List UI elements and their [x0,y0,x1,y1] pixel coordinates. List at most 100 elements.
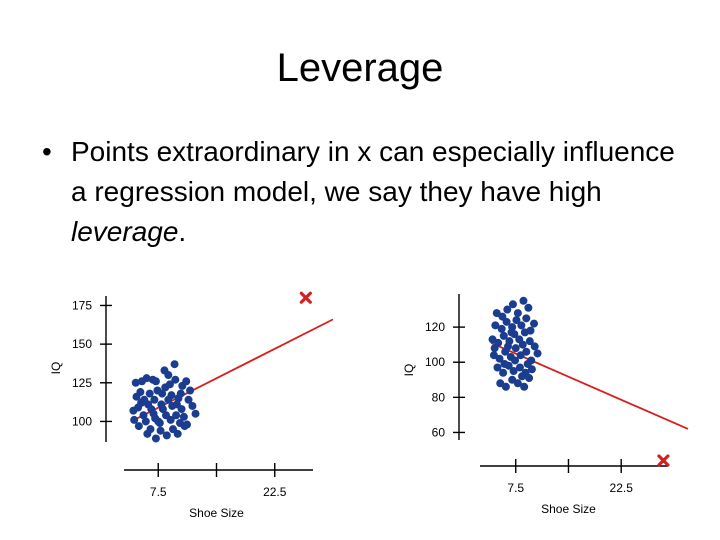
data-point [151,434,160,443]
y-tick-label: 120 [425,320,445,334]
data-point [182,420,191,429]
data-point [145,389,154,398]
data-point [515,363,524,372]
x-tick-label: 22.5 [610,481,634,495]
data-point [511,356,520,365]
bullet-item: • Points extraordinary in x can especial… [42,132,692,252]
data-point [164,371,173,380]
data-point [512,316,521,325]
data-point [503,305,512,314]
data-point [497,324,506,333]
data-point [511,344,520,353]
bullet-text: Points extraordinary in x can especially… [71,132,692,252]
outlier-marker-stroke [299,291,312,304]
data-point [149,409,158,418]
data-point [513,309,522,318]
outlier-marker [299,291,312,304]
data-point [167,391,176,400]
data-point [139,411,148,420]
bullet-text-main: Points extraordinary in x can especially… [71,136,675,207]
data-point [499,368,508,377]
x-tick-label: 7.5 [507,481,524,495]
data-point [513,379,522,388]
data-point [150,395,159,404]
data-point [184,395,193,404]
data-point [143,429,152,438]
data-point [499,331,508,340]
data-point [495,354,504,363]
y-tick-label: 60 [432,425,446,439]
data-point [530,342,539,351]
data-point [191,409,200,418]
data-point [182,377,191,386]
data-point [176,389,185,398]
data-point [134,422,143,431]
data-point [162,431,171,440]
data-point [522,347,531,356]
x-tick-label: 22.5 [263,485,287,499]
data-point [158,389,167,398]
y-tick-label: 175 [72,298,92,312]
y-tick-label: 80 [432,390,446,404]
x-tick-label: 7.5 [150,485,167,499]
data-point [508,300,517,309]
data-point [141,417,150,426]
data-point [151,377,160,386]
data-point [131,378,140,387]
data-point [520,328,529,337]
data-point [522,314,531,323]
data-point [509,367,518,375]
bullet-text-emphasis: leverage [71,216,179,247]
y-axis-label: IQ [402,364,416,377]
data-point [165,380,174,389]
data-point [166,415,175,424]
data-point [158,405,167,414]
x-axis-label: Shoe Size [541,502,596,516]
data-point [179,412,188,421]
x-axis-label: Shoe Size [189,506,244,520]
data-point [172,411,181,420]
data-point [523,359,532,368]
y-tick-label: 100 [425,355,445,369]
data-point [524,303,533,312]
y-tick-label: 150 [72,337,92,351]
data-point [188,401,197,410]
data-point [137,398,146,407]
data-point [170,360,179,369]
data-point [525,374,534,383]
data-point [493,363,502,372]
y-axis-label: IQ [49,362,63,375]
data-point [533,349,542,358]
data-point [490,344,499,353]
data-point [171,375,180,384]
data-point [520,382,529,391]
data-point [519,296,528,305]
bullet-marker: • [42,136,52,167]
data-point [132,392,141,401]
data-point [173,429,182,438]
data-point [502,317,511,326]
data-point [156,426,165,435]
data-point [491,321,500,330]
data-point [500,359,509,368]
data-point [154,417,163,426]
outlier-marker [657,454,670,467]
data-point [501,382,510,391]
data-point [517,321,526,330]
data-point [525,337,534,346]
data-point [518,340,527,349]
data-point [130,415,139,424]
data-point [186,386,195,395]
data-point [172,400,181,409]
data-point [530,319,539,328]
data-point [518,372,527,381]
y-tick-label: 125 [72,376,92,390]
y-tick-label: 100 [72,414,92,428]
bullet-text-end: . [178,216,187,247]
data-point [507,328,516,337]
data-point [504,342,512,351]
outlier-marker-stroke [657,454,670,467]
data-point [142,374,151,383]
